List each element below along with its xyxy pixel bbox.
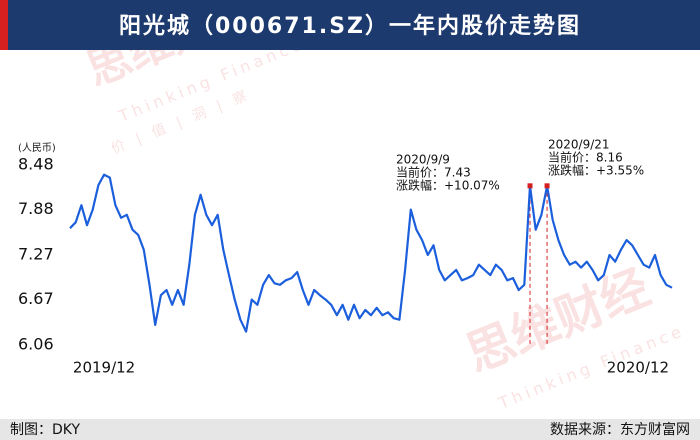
x-tick-label: 2020/12 (607, 359, 669, 377)
annotation-marker (544, 183, 550, 189)
annotation-text: 当前价：7.43 (396, 165, 471, 180)
y-tick-label: 7.88 (18, 199, 54, 218)
annotation-text: 涨跌幅：+10.07% (396, 178, 500, 193)
annotation-text: 2020/9/21 (548, 138, 610, 152)
header-accent (0, 0, 8, 50)
x-tick-label: 2019/12 (73, 359, 135, 377)
annotation-text: 当前价：8.16 (548, 150, 623, 165)
watermark: 思维财经 Thinking Finance 价 | 值 | 洞 | 察 思维财经… (80, 0, 688, 413)
chart-title: 阳光城（000671.SZ）一年内股价走势图 (119, 13, 581, 39)
footer-right: 数据来源：东方财富网 (550, 421, 690, 438)
price-line (69, 173, 673, 333)
annotation-marker (527, 183, 533, 189)
y-tick-label: 7.27 (18, 245, 54, 264)
annotation-text: 2020/9/9 (396, 153, 450, 167)
footer-left: 制图：DKY (10, 422, 80, 438)
y-tick-label: 8.48 (18, 155, 54, 174)
footer-bar (0, 419, 700, 440)
y-axis-label: (人民币) (18, 142, 56, 154)
y-tick-label: 6.06 (18, 335, 54, 354)
annotation-text: 涨跌幅：+3.55% (548, 163, 644, 178)
y-tick-label: 6.67 (18, 289, 54, 308)
header-bar (0, 0, 700, 50)
